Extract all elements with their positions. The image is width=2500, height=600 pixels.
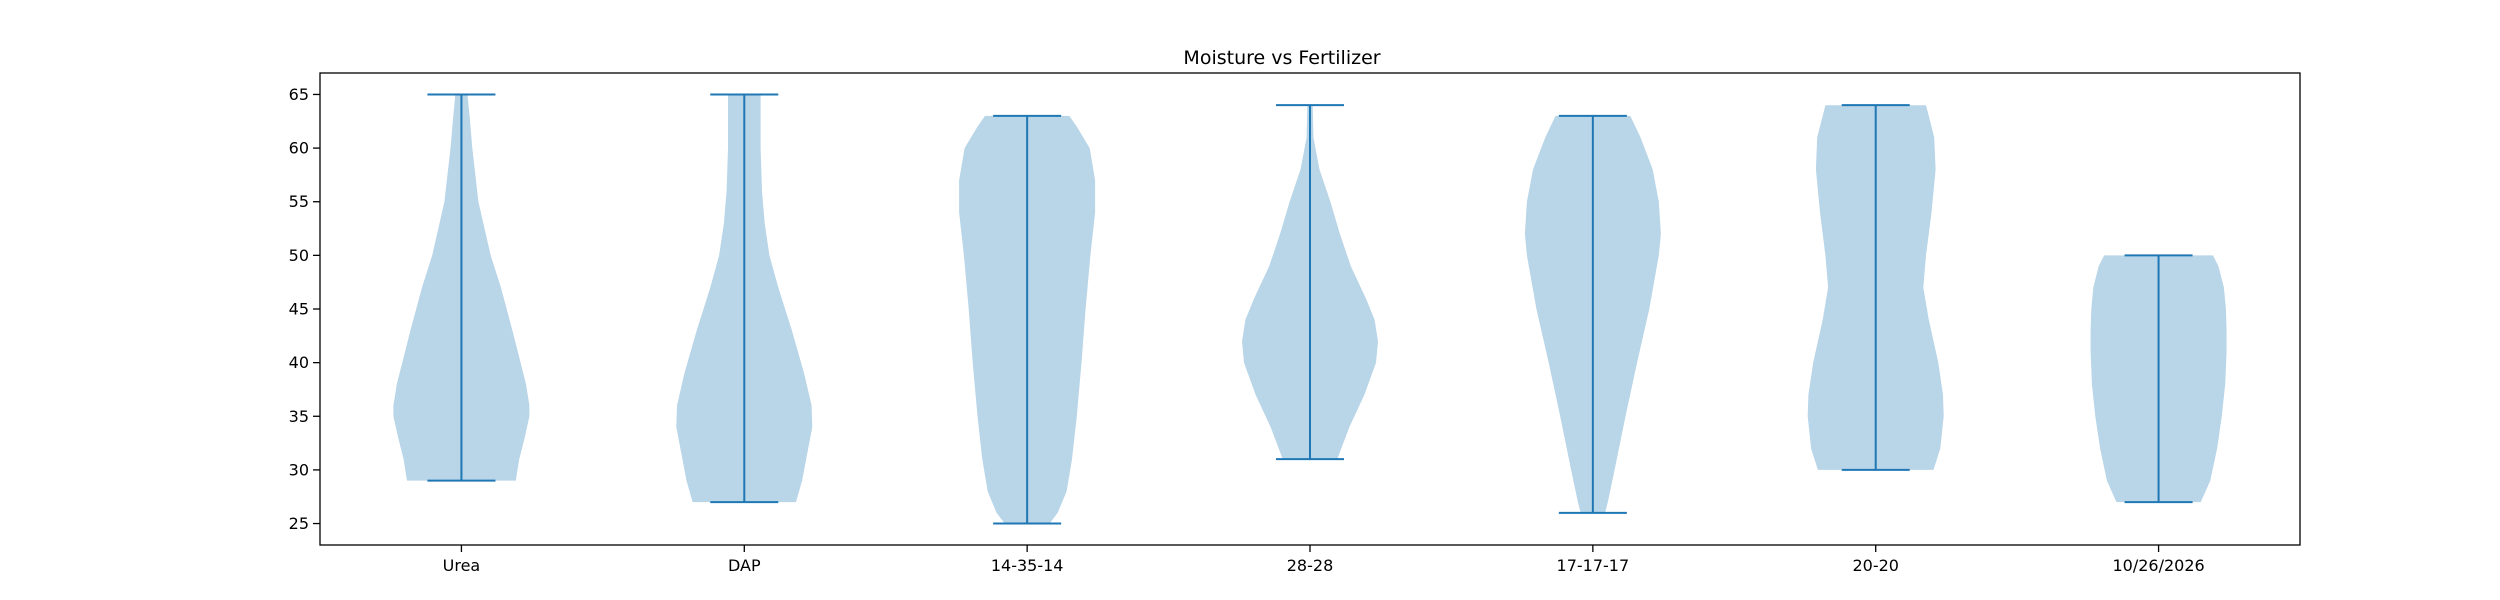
y-tick-label: 35 xyxy=(289,407,309,426)
x-tick-label: 17-17-17 xyxy=(1557,556,1630,575)
x-tick-label: DAP xyxy=(728,556,761,575)
violins-layer xyxy=(393,93,2227,525)
x-tick-label: 10/26/2026 xyxy=(2112,556,2204,575)
y-tick-label: 25 xyxy=(289,514,309,533)
y-tick-label: 55 xyxy=(289,192,309,211)
y-tick-label: 65 xyxy=(289,85,309,104)
plot-frame xyxy=(319,72,2301,546)
x-axis: Urea DAP 14-35-14 28-28 17-17-17 20-20 10/26/2… xyxy=(443,545,2205,575)
y-axis: 25 30 35 40 45 50 55 60 65 xyxy=(289,85,320,533)
y-tick-label: 30 xyxy=(289,460,309,479)
y-tick-label: 50 xyxy=(289,246,309,265)
y-tick-label: 40 xyxy=(289,353,309,372)
chart-title: Moisture vs Fertilizer xyxy=(1183,47,1380,69)
x-tick-label: 14-35-14 xyxy=(991,556,1064,575)
x-tick-label: 20-20 xyxy=(1852,556,1899,575)
y-tick-label: 60 xyxy=(289,139,309,158)
x-tick-label: 28-28 xyxy=(1287,556,1334,575)
y-tick-label: 45 xyxy=(289,300,309,319)
x-tick-label: Urea xyxy=(443,556,481,575)
